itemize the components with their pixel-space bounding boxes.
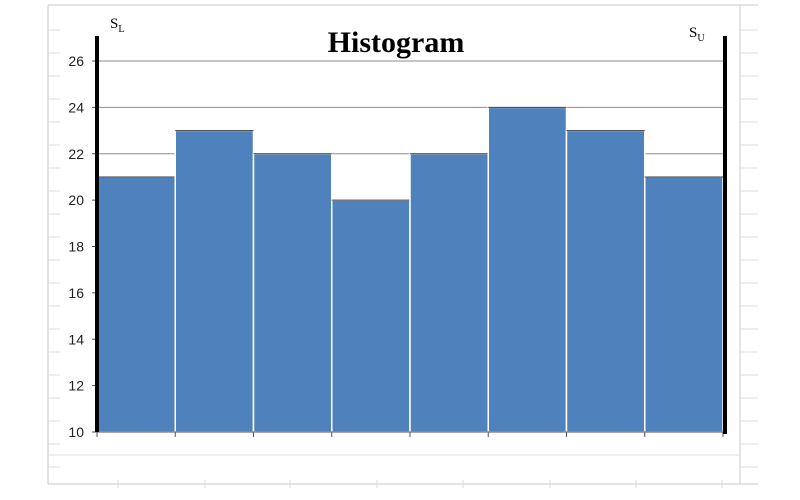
y-tick-labels: 10 12 14 16 18 20 22 24 26 <box>68 53 84 440</box>
y-tick-label: 16 <box>68 285 84 301</box>
histogram-bar <box>409 153 489 433</box>
y-tick-label: 22 <box>68 146 84 162</box>
lower-spec-limit-label: SL <box>110 16 124 35</box>
upper-spec-subscript: U <box>697 33 705 44</box>
histogram-bar <box>174 129 255 433</box>
histogram-bar <box>644 176 724 433</box>
chart-title: Histogram <box>328 26 465 59</box>
upper-spec-limit-label: SU <box>689 25 705 44</box>
spreadsheet-gridlines <box>47 4 758 488</box>
histogram-bar <box>96 176 176 433</box>
lower-spec-letter: S <box>110 16 118 32</box>
y-tick-label: 10 <box>68 424 84 440</box>
histogram-bar <box>487 106 568 433</box>
bars-group <box>96 106 724 433</box>
y-tick-label: 14 <box>68 331 84 347</box>
histogram-bar <box>331 199 411 433</box>
y-tick-label: 18 <box>68 239 84 255</box>
y-tick-label: 20 <box>68 192 84 208</box>
y-tick-label: 24 <box>68 99 84 115</box>
histogram-bar <box>252 153 333 433</box>
y-tick-label: 12 <box>68 378 84 394</box>
upper-spec-letter: S <box>689 25 697 41</box>
lower-spec-subscript: L <box>118 24 124 35</box>
histogram-bar <box>565 129 646 433</box>
y-tick-label: 26 <box>68 53 84 69</box>
